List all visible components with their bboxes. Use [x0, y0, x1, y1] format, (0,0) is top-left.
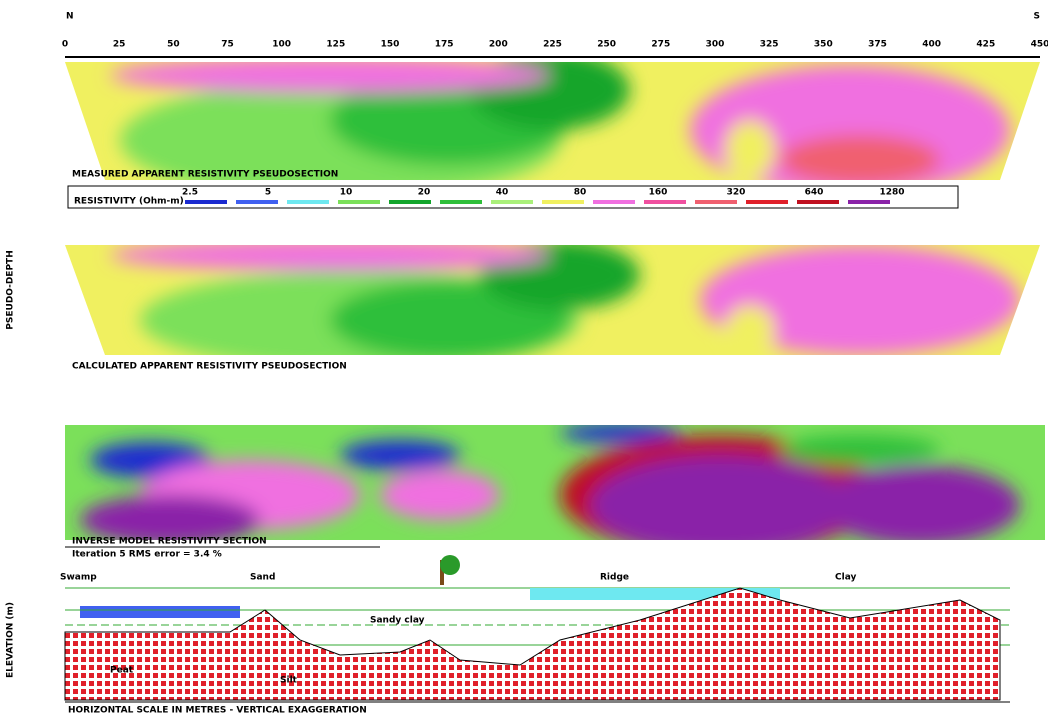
legend-label: 20	[418, 188, 431, 198]
geology-label: Sand	[250, 573, 275, 583]
legend-swatch	[287, 200, 329, 204]
legend-swatch	[695, 200, 737, 204]
legend-swatch	[848, 200, 890, 204]
legend-label: 80	[574, 188, 587, 198]
legend-swatch	[236, 200, 278, 204]
distance-label: 25	[113, 40, 126, 50]
legend-label: 5	[265, 188, 271, 198]
side-label: PSEUDO-DEPTH	[6, 250, 16, 329]
legend-swatch	[491, 200, 533, 204]
distance-label: 225	[543, 40, 562, 50]
legend-swatch	[593, 200, 635, 204]
legend-label: 40	[496, 188, 509, 198]
panel-caption: INVERSE MODEL RESISTIVITY SECTION	[72, 537, 267, 547]
legend-swatch	[644, 200, 686, 204]
geology-label: Clay	[835, 573, 856, 583]
distance-label: 450	[1031, 40, 1048, 50]
legend-label: 1280	[879, 188, 904, 198]
geology-label: Swamp	[60, 573, 97, 583]
panel-note: Iteration 5 RMS error = 3.4 %	[72, 550, 222, 560]
distance-label: 175	[435, 40, 454, 50]
panel-caption: MEASURED APPARENT RESISTIVITY PSEUDOSECT…	[72, 170, 338, 180]
distance-label: 350	[814, 40, 833, 50]
legend-swatch	[440, 200, 482, 204]
inverse-section	[60, 420, 1048, 555]
distance-label: 275	[651, 40, 670, 50]
panel-caption: CALCULATED APPARENT RESISTIVITY PSEUDOSE…	[72, 362, 347, 372]
distance-label: 425	[976, 40, 995, 50]
distance-label: 50	[167, 40, 180, 50]
footer: HORIZONTAL SCALE IN METRES - VERTICAL EX…	[68, 706, 367, 716]
legend-label: 2.5	[182, 188, 198, 198]
distance-label: 325	[760, 40, 779, 50]
legend-box	[68, 186, 958, 208]
legend-swatch	[389, 200, 431, 204]
distance-label: 250	[597, 40, 616, 50]
distance-label: 400	[922, 40, 941, 50]
geology-label: Ridge	[600, 573, 629, 583]
unit-label: Silt	[280, 676, 298, 686]
legend-swatch	[338, 200, 380, 204]
legend-label: 640	[805, 188, 824, 198]
legend-swatch	[185, 200, 227, 204]
legend-label: 160	[649, 188, 668, 198]
legend-swatch	[746, 200, 788, 204]
distance-label: 200	[489, 40, 508, 50]
legend-swatch	[542, 200, 584, 204]
calculated-section	[60, 239, 1048, 370]
south-label: S	[1034, 12, 1040, 22]
distance-label: 150	[381, 40, 400, 50]
unit-label: Sandy clay	[370, 616, 425, 626]
legend-swatch	[797, 200, 839, 204]
north-label: N	[66, 12, 74, 22]
legend-title: RESISTIVITY (Ohm-m)	[74, 197, 184, 207]
distance-label: 0	[62, 40, 68, 50]
distance-label: 375	[868, 40, 887, 50]
page: N S 0 25 50 75 100 125 150 175 200 225 250 275 300 32…	[0, 0, 1048, 716]
side-label: ELEVATION (m)	[6, 602, 16, 678]
distance-label: 100	[272, 40, 291, 50]
distance-label: 125	[326, 40, 345, 50]
unit-label: Peat	[110, 666, 134, 676]
legend-label: 10	[340, 188, 353, 198]
distance-label: 300	[706, 40, 725, 50]
legend-label: 320	[727, 188, 746, 198]
geology-section	[65, 555, 1010, 702]
distance-label: 75	[221, 40, 234, 50]
